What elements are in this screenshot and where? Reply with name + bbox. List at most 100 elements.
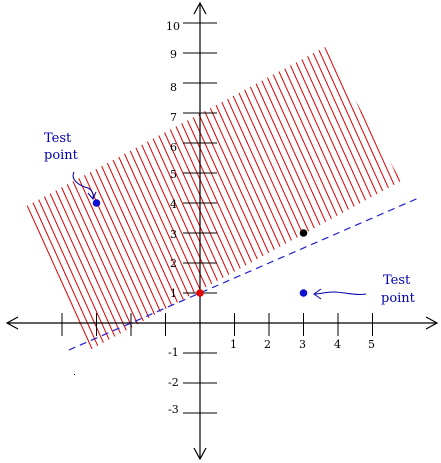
x-tick-label: 4 [334, 338, 341, 351]
y-axis-arrow-top [193, 1, 207, 15]
hatch-line [196, 47, 388, 350]
x-tick-label: 5 [368, 338, 375, 351]
hatch-line [239, 47, 401, 350]
hatch-line [203, 47, 395, 350]
hatch-line [359, 47, 401, 350]
hatch-line [210, 47, 401, 350]
hatch-line [23, 47, 210, 350]
annotation-arrow [72, 171, 94, 199]
hatch-line [111, 47, 303, 350]
hatch-line [182, 47, 374, 350]
hatch-line [160, 47, 352, 350]
hatch-line [23, 47, 161, 350]
test-point-annotation-left: Test point [44, 131, 97, 200]
x-tick-label: 2 [264, 338, 271, 351]
y-axis-arrow-bottom [193, 447, 207, 461]
hatch-line [395, 47, 401, 350]
hatch-line [260, 47, 401, 350]
annotation-arrowhead [87, 191, 97, 200]
y-tick-label: -2 [168, 376, 179, 389]
data-point [299, 289, 308, 297]
hatch-line [33, 47, 225, 350]
y-tick-labels: 1 2 3 4 5 6 7 8 9 10 -1 -2 -3 [166, 20, 180, 416]
hatch-line [23, 47, 182, 350]
y-tick-label: 3 [170, 228, 177, 241]
data-point [196, 289, 204, 297]
hatch-line [23, 47, 146, 350]
data-point [299, 229, 308, 237]
hatch-line [23, 47, 132, 350]
y-tick-label: 7 [170, 111, 177, 124]
y-tick-label: 9 [170, 48, 177, 61]
annotation-text: point [381, 291, 416, 306]
data-point [92, 199, 101, 207]
hatch-line [288, 47, 401, 350]
x-tick-label: 3 [299, 338, 306, 351]
x-axis-arrow-right [425, 316, 439, 330]
hatch-line [23, 47, 175, 350]
data-points [92, 199, 308, 297]
hatch-line [89, 47, 281, 350]
hatch-line [302, 47, 401, 350]
hatch-line [118, 47, 310, 350]
hatch-line [345, 47, 401, 350]
axes [5, 1, 439, 461]
hatch-line [246, 47, 401, 350]
hatch-line [352, 47, 401, 350]
hatch-line [410, 0, 441, 420]
x-axis-arrow-left [5, 316, 19, 330]
y-tick-label: 5 [170, 168, 177, 181]
hatch-line [23, 47, 139, 350]
hatch-line [23, 47, 189, 350]
axis-ticks [61, 22, 373, 414]
hatch-line [26, 47, 217, 350]
y-tick-label: -1 [168, 346, 179, 359]
annotation-arrow [314, 291, 367, 296]
hatch-line [40, 47, 232, 350]
boundary-line [68, 197, 418, 351]
hatch-line [23, 47, 118, 350]
y-tick-label: -3 [168, 403, 179, 416]
hatch-line [23, 47, 196, 350]
annotation-text: Test [44, 131, 72, 146]
shaded-region-hatching [23, 0, 441, 420]
test-point-annotation-right: Test point [313, 273, 416, 306]
hatch-line [253, 47, 401, 350]
hatch-line [23, 47, 154, 350]
hatch-line [388, 47, 401, 350]
hatch-line [267, 47, 401, 350]
hatch-line [68, 47, 260, 350]
hatch-line [217, 47, 401, 350]
hatch-line [97, 47, 288, 350]
annotation-text: point [44, 148, 79, 163]
annotation-arrowhead [313, 288, 322, 300]
hatch-line [125, 47, 317, 350]
hatch-line [224, 47, 401, 350]
hatch-line [168, 47, 359, 350]
hatch-line [132, 47, 324, 350]
hatch-line [317, 47, 401, 350]
hatch-line [331, 47, 401, 350]
hatch-line [403, 0, 441, 420]
y-tick-label: 10 [166, 20, 180, 33]
hatch-line [189, 47, 381, 350]
y-tick-label: 4 [170, 198, 177, 211]
hatch-line [23, 47, 125, 350]
x-tick-labels: 1 2 3 4 5 [230, 338, 375, 351]
annotation-text: Test [383, 273, 411, 288]
y-tick-label: 8 [170, 81, 177, 94]
hatch-line [61, 47, 253, 350]
hatch-line [153, 47, 345, 350]
hatch-line [54, 47, 246, 350]
hatch-line [366, 47, 401, 350]
y-tick-label: 6 [170, 141, 177, 154]
hatch-line [47, 47, 239, 350]
hatch-line [175, 47, 367, 350]
y-tick-label: 1 [170, 287, 177, 300]
hatch-line [274, 47, 401, 350]
stray-dot [74, 374, 75, 375]
x-tick-label: 1 [230, 338, 237, 351]
hatch-line [373, 47, 401, 350]
hatch-line [231, 47, 401, 350]
